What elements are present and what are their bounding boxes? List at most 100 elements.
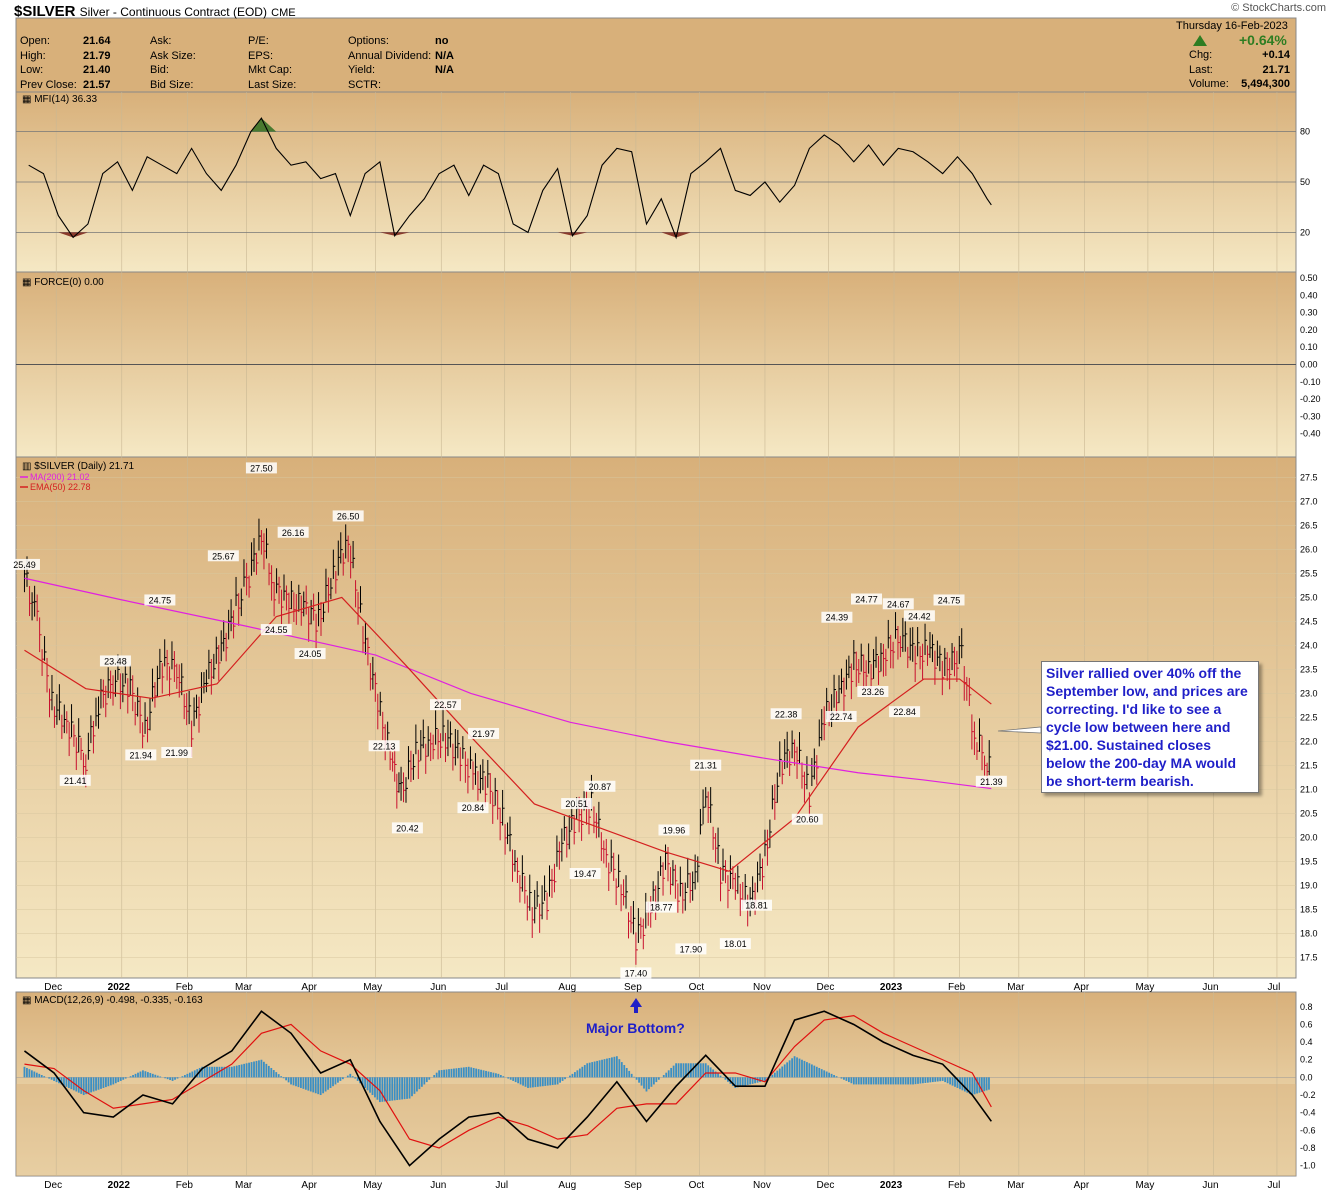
macd-tick-label: -0.4 [1300,1108,1316,1118]
macd-histogram-bar [781,1066,784,1078]
macd-histogram-bar [778,1068,781,1078]
macd-histogram-bar [536,1077,539,1087]
macd-histogram-bar [862,1077,865,1085]
macd-x-tick: Dec [44,1180,62,1191]
macd-histogram-bar [909,1077,912,1085]
macd-histogram-bar [556,1077,559,1085]
mfi-tick-label: 80 [1300,127,1310,137]
macd-histogram-bar [904,1077,907,1085]
major-bottom-arrow-icon [630,998,642,1013]
price-tick-label: 25.0 [1300,592,1318,602]
macd-histogram-bar [149,1072,152,1078]
price-x-tick: Apr [1074,982,1090,993]
macd-histogram-bar [319,1077,322,1096]
data-label: 21.97 [472,729,495,739]
macd-histogram-bar [90,1077,93,1093]
data-label-bg [740,899,772,911]
macd-histogram-bar [28,1069,31,1078]
macd-x-tick: Sep [624,1180,642,1191]
macd-histogram-bar [334,1077,337,1085]
macd-histogram-bar [492,1072,495,1078]
macd-histogram-bar [485,1070,487,1078]
macd-histogram-bar [694,1063,697,1078]
macd-histogram-bar [833,1075,835,1078]
data-label-bg [933,594,965,606]
macd-histogram-bar [667,1070,670,1078]
macd-histogram-bar [33,1071,36,1078]
macd-histogram-bar [38,1073,41,1078]
data-label-bg [770,708,802,720]
macd-histogram-bar [206,1066,209,1078]
price-tick-label: 19.0 [1300,881,1318,891]
macd-histogram-bar [941,1077,944,1081]
macd-histogram-bar [924,1077,927,1083]
macd-histogram-bar [105,1077,107,1088]
macd-histogram-bar [791,1058,794,1078]
macd-histogram-bar [60,1077,63,1085]
macd-histogram-bar [277,1074,280,1078]
data-label: 24.77 [855,594,878,604]
price-tick-label: 17.5 [1300,953,1318,963]
macd-histogram-bar [55,1077,58,1083]
data-label: 26.50 [337,511,360,521]
macd-histogram-bar [823,1070,826,1078]
macd-histogram-bar [327,1077,329,1090]
quote-right-value-0: +0.14 [1262,49,1290,61]
mfi-tick-label: 50 [1300,177,1310,187]
macd-histogram-bar [559,1077,561,1083]
macd-histogram-bar [134,1073,137,1078]
macd-histogram-bar [67,1077,70,1088]
macd-histogram-bar [40,1075,43,1078]
macd-histogram-bar [611,1057,613,1078]
data-label: 18.81 [745,901,768,911]
header-panel [15,17,1297,93]
macd-histogram-bar [593,1061,596,1078]
legend-ma200: MA(200) 21.02 [30,472,90,482]
macd-histogram-bar [193,1070,196,1078]
macd-histogram-bar [107,1077,110,1087]
data-label: 21.41 [64,776,87,786]
price-tick-label: 18.0 [1300,929,1318,939]
mfi-title: ▦ MFI(14) 36.33 [22,94,97,105]
macd-histogram-bar [860,1077,863,1085]
macd-histogram-bar [902,1077,905,1085]
macd-histogram-bar [97,1077,100,1090]
data-label-bg [294,648,326,660]
macd-histogram-bar [82,1077,85,1096]
force-tick-label: 0.40 [1300,290,1318,300]
macd-histogram-bar [154,1074,157,1078]
macd-histogram-bar [364,1077,366,1088]
macd-histogram-bar [408,1077,411,1099]
macd-histogram-bar [171,1077,174,1081]
macd-histogram-bar [810,1064,813,1078]
data-label: 23.26 [862,687,885,697]
macd-histogram-bar [803,1060,806,1078]
macd-histogram-bar [569,1075,571,1078]
data-label: 22.57 [434,700,457,710]
quote-col4-label-2: Yield: [348,64,376,76]
macd-histogram-bar [951,1077,954,1086]
price-x-tick: 2023 [880,982,903,993]
macd-histogram-bar [596,1060,599,1078]
macd-histogram-bar [487,1071,490,1078]
macd-histogram-bar [109,1077,112,1086]
macd-histogram-bar [707,1065,710,1078]
macd-histogram-bar [554,1077,557,1085]
data-label-bg [125,749,157,761]
macd-histogram-bar [731,1077,734,1086]
data-label-bg [584,780,616,792]
quote-col3-label-3: Last Size: [248,78,297,91]
mfi-overbought-fill [250,118,277,132]
macd-histogram-bar [302,1077,305,1089]
force-tick-label: 0.10 [1300,342,1318,352]
data-label-bg [260,624,292,636]
macd-histogram-bar [354,1077,357,1079]
quote-right-label-0: Chg: [1189,49,1213,61]
price-tick-label: 22.0 [1300,737,1318,747]
macd-histogram-bar [796,1057,798,1078]
macd-histogram-bar [907,1077,910,1085]
macd-histogram-bar [324,1077,327,1092]
macd-histogram-bar [682,1063,685,1078]
macd-histogram-bar [213,1066,216,1078]
macd-histogram-bar [265,1063,268,1078]
